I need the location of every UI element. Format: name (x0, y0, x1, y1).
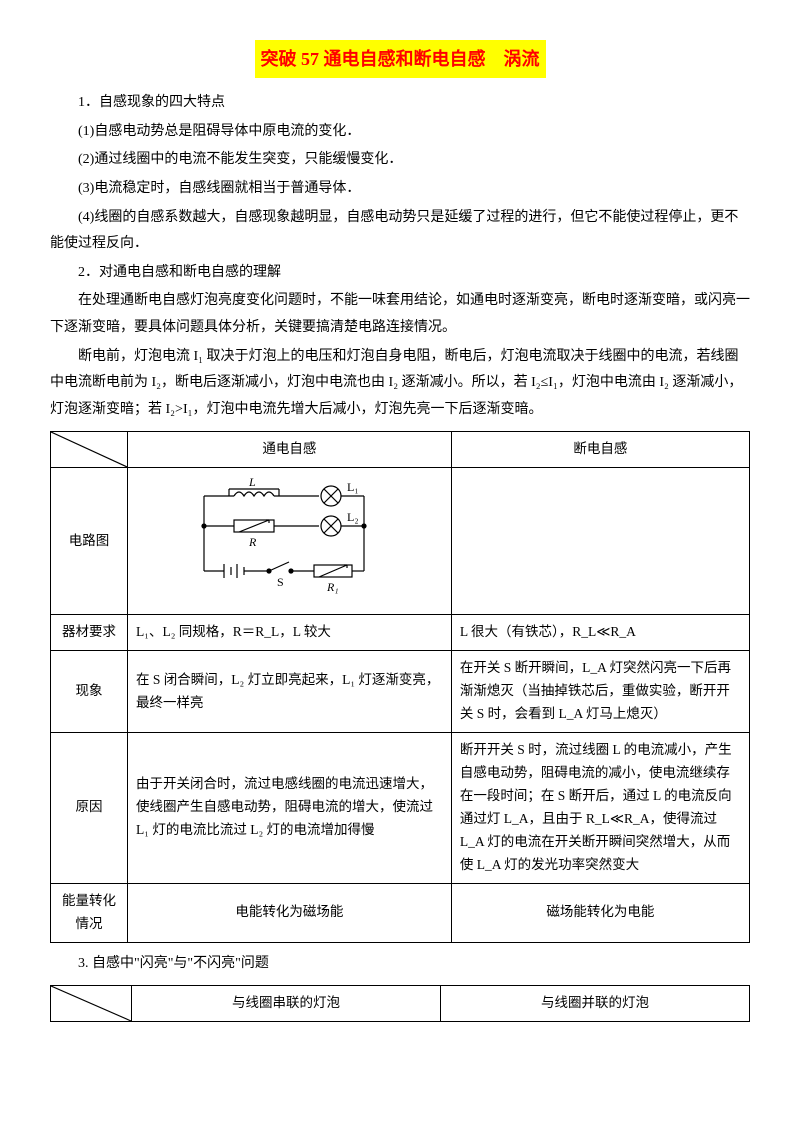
row-header-circuit: 电路图 (51, 468, 128, 615)
circuit-label-L2: L₂ (347, 510, 359, 524)
row-header-phen: 现象 (51, 651, 128, 733)
circuit-diagram: L L₁ L₂ R S R₁ (179, 476, 399, 606)
equip-on: L₁、L₂ 同规格，R＝R_L，L 较大 (128, 615, 452, 651)
circuit-label-R: R (248, 535, 257, 549)
row-header-reason: 原因 (51, 733, 128, 884)
section1-item4: (4)线圈的自感系数越大，自感现象越明显，自感电动势只是延缓了过程的进行，但它不… (50, 205, 750, 258)
section1-item2: (2)通过线圈中的电流不能发生突变，只能缓慢变化． (50, 147, 750, 174)
equip-off: L 很大（有铁芯），R_L≪R_A (451, 615, 749, 651)
table-row: 通电自感 断电自感 (51, 432, 750, 468)
section3-heading: 3. 自感中"闪亮"与"不闪亮"问题 (50, 951, 750, 978)
col-header-off: 断电自感 (451, 432, 749, 468)
table-row: 与线圈串联的灯泡 与线圈并联的灯泡 (51, 986, 750, 1022)
phen-on: 在 S 闭合瞬间，L₂ 灯立即亮起来，L₁ 灯逐渐变亮，最终一样亮 (128, 651, 452, 733)
diagonal-header-cell (51, 986, 132, 1022)
table-row: 能量转化情况 电能转化为磁场能 磁场能转化为电能 (51, 883, 750, 942)
comparison-table: 通电自感 断电自感 电路图 (50, 431, 750, 942)
secondary-table: 与线圈串联的灯泡 与线圈并联的灯泡 (50, 985, 750, 1022)
section1-heading: 1．自感现象的四大特点 (50, 90, 750, 117)
col-header-on: 通电自感 (128, 432, 452, 468)
row-header-energy: 能量转化情况 (51, 883, 128, 942)
circuit-label-S: S (277, 575, 284, 589)
circuit-diagram-cell: L L₁ L₂ R S R₁ (128, 468, 452, 615)
circuit-cell-off (451, 468, 749, 615)
section2-para2: 断电前，灯泡电流 I₁ 取决于灯泡上的电压和灯泡自身电阻，断电后，灯泡电流取决于… (50, 344, 750, 424)
energy-off: 磁场能转化为电能 (451, 883, 749, 942)
col-series-lamp: 与线圈串联的灯泡 (132, 986, 441, 1022)
table-row: 电路图 (51, 468, 750, 615)
reason-on: 由于开关闭合时，流过电感线圈的电流迅速增大，使线圈产生自感电动势，阻碍电流的增大… (128, 733, 452, 884)
section2-heading: 2．对通电自感和断电自感的理解 (50, 260, 750, 287)
section1-item3: (3)电流稳定时，自感线圈就相当于普通导体． (50, 176, 750, 203)
diagonal-header-cell (51, 432, 128, 468)
col-parallel-lamp: 与线圈并联的灯泡 (441, 986, 750, 1022)
phen-off: 在开关 S 断开瞬间，L_A 灯突然闪亮一下后再渐渐熄灭（当抽掉铁芯后，重做实验… (451, 651, 749, 733)
section2-para1: 在处理通断电自感灯泡亮度变化问题时，不能一味套用结论，如通电时逐渐变亮，断电时逐… (50, 288, 750, 341)
section1-item1: (1)自感电动势总是阻碍导体中原电流的变化． (50, 119, 750, 146)
energy-on: 电能转化为磁场能 (128, 883, 452, 942)
table-row: 现象 在 S 闭合瞬间，L₂ 灯立即亮起来，L₁ 灯逐渐变亮，最终一样亮 在开关… (51, 651, 750, 733)
table-row: 器材要求 L₁、L₂ 同规格，R＝R_L，L 较大 L 很大（有铁芯），R_L≪… (51, 615, 750, 651)
row-header-equip: 器材要求 (51, 615, 128, 651)
circuit-label-L: L (248, 476, 256, 489)
reason-off: 断开开关 S 时，流过线圈 L 的电流减小，产生自感电动势，阻碍电流的减小，使电… (451, 733, 749, 884)
circuit-label-R1: R₁ (326, 580, 339, 594)
page-title: 突破 57 通电自感和断电自感 涡流 (255, 40, 546, 78)
circuit-label-L1: L₁ (347, 480, 359, 494)
table-row: 原因 由于开关闭合时，流过电感线圈的电流迅速增大，使线圈产生自感电动势，阻碍电流… (51, 733, 750, 884)
